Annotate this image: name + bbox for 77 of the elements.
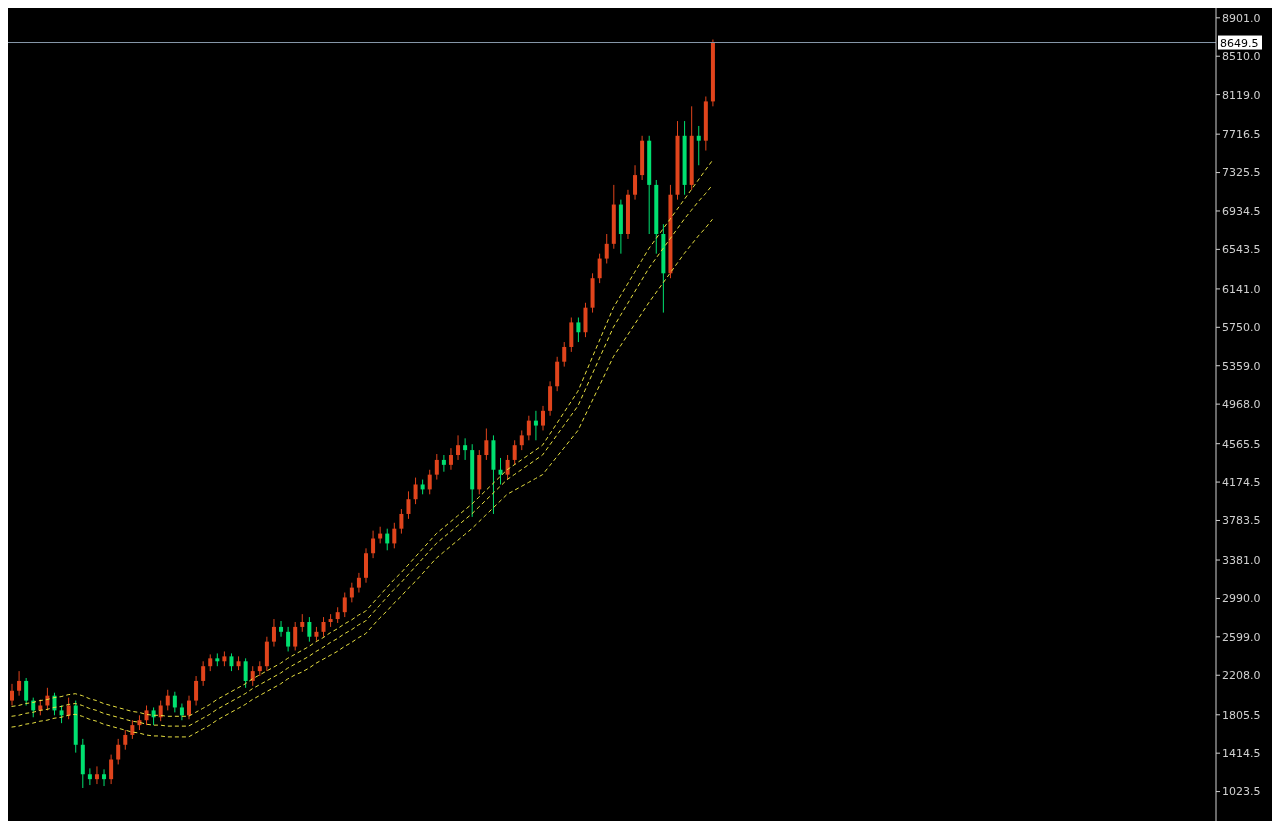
y-tick-label: 2990.0	[1222, 592, 1261, 606]
y-tick-label: 8510.0	[1222, 50, 1261, 64]
candlestick	[371, 530, 376, 559]
candlestick	[123, 729, 128, 751]
candlestick	[385, 528, 390, 551]
candlestick	[349, 582, 354, 603]
candlestick	[130, 719, 135, 740]
y-tick-label: 2599.0	[1222, 630, 1261, 644]
candlestick	[413, 477, 418, 505]
candlestick	[512, 439, 517, 466]
candlestick	[562, 341, 567, 368]
candlestick	[505, 454, 510, 481]
y-tick-label: 7325.5	[1222, 166, 1261, 180]
candlestick	[633, 164, 638, 201]
candlestick	[597, 253, 602, 284]
y-tick-label: 8901.0	[1222, 11, 1261, 25]
candlestick	[187, 695, 191, 720]
y-tick-label: 4565.5	[1222, 437, 1261, 451]
y-tick-label: 7716.5	[1222, 128, 1261, 142]
candlestick	[17, 670, 22, 697]
candlestick	[271, 618, 276, 648]
candlestick	[307, 616, 312, 643]
candlestick	[519, 429, 524, 451]
candlestick	[293, 621, 298, 651]
candlestick	[24, 677, 29, 706]
candlestick	[201, 660, 206, 687]
y-tick-label: 1414.5	[1222, 747, 1261, 761]
candlestick	[463, 437, 468, 461]
y-tick-label: 3783.5	[1222, 514, 1261, 528]
candlestick	[434, 453, 439, 481]
candlestick	[243, 657, 248, 689]
candlestick	[342, 592, 347, 618]
candlestick	[448, 447, 453, 471]
candlestick	[279, 620, 284, 638]
candlestick	[144, 704, 149, 726]
y-tick-label: 1023.5	[1222, 785, 1261, 799]
candlestick	[441, 454, 446, 473]
y-tick-label: 6141.0	[1222, 282, 1261, 296]
candlestick	[10, 683, 14, 706]
candlestick	[576, 317, 581, 343]
candlestick	[498, 457, 503, 485]
y-tick-label: 6543.5	[1222, 243, 1261, 257]
candlestick	[427, 469, 432, 495]
candlestick	[94, 765, 99, 785]
candlestick	[158, 700, 163, 722]
y-tick-label: 2208.0	[1222, 669, 1261, 683]
candlestick	[165, 689, 170, 711]
y-tick-label: 8119.0	[1222, 88, 1261, 102]
ref-line-label: 8649.5	[1220, 36, 1259, 50]
y-tick-label: 3381.0	[1222, 553, 1261, 567]
candlestick	[321, 616, 326, 638]
candlestick	[696, 125, 701, 166]
y-tick-label: 6934.5	[1222, 204, 1261, 218]
candlestick	[484, 428, 489, 461]
candlestick	[533, 410, 538, 441]
candlestick	[250, 665, 255, 687]
candlestick	[456, 434, 461, 461]
y-tick-label: 1805.5	[1222, 708, 1261, 722]
candlestick	[116, 738, 121, 765]
candlestick	[406, 490, 411, 520]
candlestick	[109, 754, 114, 785]
candlestick	[604, 233, 609, 264]
candlestick	[102, 768, 107, 787]
candlestick	[286, 626, 291, 652]
y-tick-label: 4174.5	[1222, 475, 1261, 489]
y-tick-label: 4968.0	[1222, 398, 1261, 412]
y-tick-label: 5750.0	[1222, 321, 1261, 335]
candlestick	[399, 508, 404, 535]
candlestick	[66, 697, 71, 720]
candlestick	[392, 522, 397, 549]
candlestick	[541, 405, 545, 431]
y-tick-label: 5359.0	[1222, 359, 1261, 373]
candlestick	[172, 691, 177, 713]
candlestick	[526, 415, 531, 441]
candlestick	[194, 675, 199, 706]
candlestick	[87, 767, 92, 786]
candlestick	[356, 572, 361, 594]
